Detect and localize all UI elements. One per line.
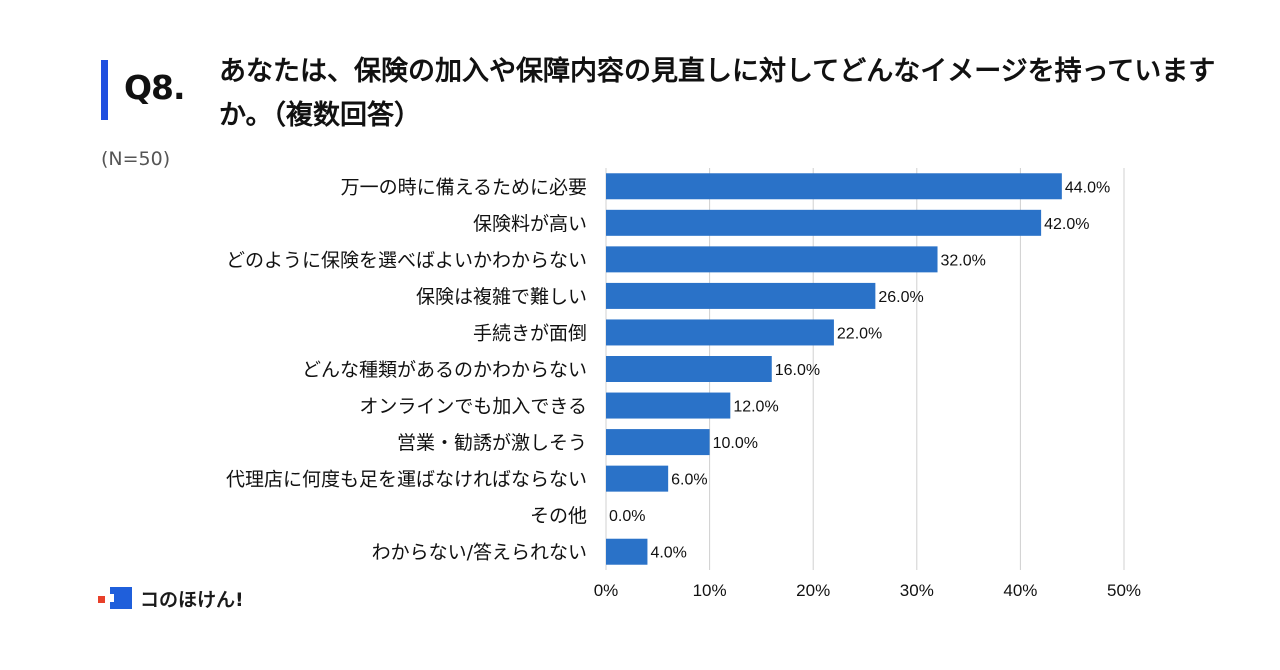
bar-3 [606,282,876,309]
value-label-5: 16.0% [775,362,820,379]
category-label-5: どんな種類があるのかわからない [302,359,587,381]
category-label-1: 保険料が高い [473,213,587,235]
value-label-3: 26.0% [878,289,923,306]
value-label-9: 0.0% [609,508,645,525]
question-title: あなたは、保険の加入や保障内容の見直しに対してどんなイメージを持っていますか。（… [219,56,1216,131]
bar-10 [606,538,648,565]
x-tick-label-3: 30% [900,581,934,600]
x-tick-label-2: 20% [796,581,830,600]
value-label-0: 44.0% [1065,179,1110,196]
bar-8 [606,465,669,492]
category-label-2: どのように保険を選べばよいかわからない [226,249,587,271]
bar-1 [606,209,1042,236]
question-number: Q8. [124,68,186,107]
value-label-8: 6.0% [671,472,707,489]
bar-6 [606,392,731,419]
brand-logo: コのほけん! [98,585,244,612]
sample-size-label: (N=50) [101,148,171,170]
category-label-10: わからない/答えられない [372,542,587,564]
bar-7 [606,429,710,456]
x-tick-label-4: 40% [1003,581,1037,600]
bar-4 [606,319,834,346]
value-label-2: 32.0% [941,252,986,269]
brand-name: コのほけん! [140,589,244,611]
category-label-7: 営業・勧誘が激しそう [397,432,587,454]
x-tick-label-5: 50% [1107,581,1141,600]
x-tick-label-1: 10% [693,581,727,600]
value-label-7: 10.0% [713,435,758,452]
category-label-8: 代理店に何度も足を運ばなければならない [226,469,587,491]
value-label-1: 42.0% [1044,216,1089,233]
value-label-10: 4.0% [650,545,686,562]
kono-hoken-logo-icon [98,586,132,611]
category-label-4: 手続きが面倒 [473,322,587,344]
bar-0 [606,173,1062,200]
x-tick-label-0: 0% [594,581,619,600]
title-accent-bar [101,60,108,120]
category-label-0: 万一の時に備えるために必要 [341,176,587,198]
category-label-3: 保険は複雑で難しい [416,286,587,308]
value-label-6: 12.0% [733,399,778,416]
category-label-6: オンラインでも加入できる [359,396,587,418]
value-label-4: 22.0% [837,325,882,342]
bar-2 [606,246,938,273]
bar-5 [606,356,772,382]
category-label-9: その他 [530,505,587,527]
